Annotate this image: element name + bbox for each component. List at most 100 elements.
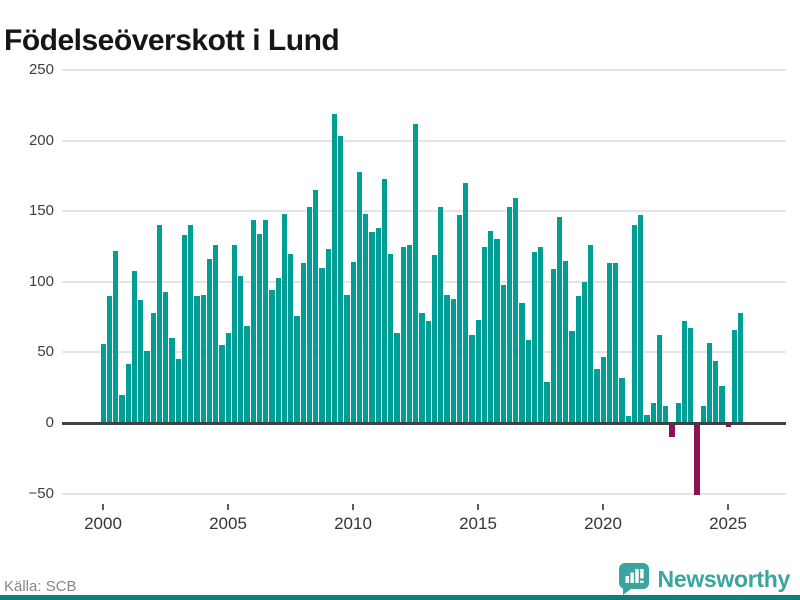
bar-2007q2 <box>281 214 288 423</box>
bar-2014q3 <box>463 182 469 423</box>
newsworthy-bubble-chart-icon <box>618 562 650 596</box>
bar-2021q3 <box>638 215 644 423</box>
gridline <box>62 492 786 495</box>
bar-2018q3 <box>563 260 569 423</box>
bar-2000q3 <box>113 250 119 423</box>
bar-2002q4 <box>169 338 175 423</box>
bar-2012q3 <box>413 123 419 423</box>
x-axis-tick-label: 2020 <box>584 514 622 533</box>
bar-2025q2 <box>731 329 738 423</box>
bar-2019q4 <box>594 369 600 423</box>
y-axis-tick-label: 50 <box>37 343 54 361</box>
bar-2018q1 <box>550 269 556 423</box>
gridline <box>62 210 786 213</box>
bar-2016q2 <box>506 206 513 423</box>
bar-2007q4 <box>294 315 300 423</box>
bar-2004q4 <box>219 345 225 423</box>
bar-2023q4 <box>694 424 700 495</box>
gridline <box>62 280 786 283</box>
bar-2021q1 <box>625 415 631 423</box>
bar-2003q1 <box>175 359 181 423</box>
x-axis-tick-label: 2000 <box>84 514 122 533</box>
x-axis-tick <box>227 504 229 510</box>
bar-2018q2 <box>556 216 563 423</box>
bar-2010q3 <box>363 214 369 423</box>
bar-2017q3 <box>538 246 544 423</box>
y-axis-tick-label: −50 <box>28 484 54 502</box>
bar-2000q2 <box>106 295 113 423</box>
bar-2014q4 <box>469 335 475 423</box>
bar-2006q2 <box>256 233 263 423</box>
y-axis-tick-label: 200 <box>28 131 54 149</box>
gridline <box>62 139 786 142</box>
bar-2022q1 <box>650 403 656 423</box>
bar-2014q2 <box>456 215 463 423</box>
gridline <box>62 69 786 71</box>
bar-2008q1 <box>300 263 306 423</box>
bar-2024q3 <box>713 360 719 423</box>
bar-2024q4 <box>719 386 725 423</box>
bar-2008q3 <box>313 190 319 423</box>
bar-2006q4 <box>269 290 275 423</box>
bar-2015q1 <box>475 319 481 423</box>
bar-2020q3 <box>613 263 619 423</box>
bar-2020q4 <box>619 377 625 423</box>
bar-2016q4 <box>519 302 525 423</box>
bar-2002q1 <box>150 312 156 423</box>
bar-2000q4 <box>119 394 125 423</box>
y-axis-tick-label: 150 <box>28 202 54 220</box>
bar-2025q1 <box>725 424 731 427</box>
bar-2004q1 <box>200 294 206 423</box>
bar-2009q1 <box>325 249 331 423</box>
bar-2011q1 <box>375 228 381 423</box>
bar-2013q3 <box>438 206 444 423</box>
bar-2008q2 <box>306 206 313 423</box>
bar-2008q4 <box>319 267 325 423</box>
bar-2005q4 <box>244 325 250 423</box>
bar-2016q3 <box>513 198 519 423</box>
bar-2017q1 <box>525 339 531 423</box>
bar-2013q4 <box>444 294 450 423</box>
bar-2001q1 <box>125 363 131 423</box>
footer-accent-strip <box>0 595 800 600</box>
bar-2015q2 <box>481 246 488 423</box>
bar-2017q4 <box>544 382 550 423</box>
bar-2021q4 <box>644 414 650 423</box>
bar-2003q3 <box>188 225 194 423</box>
bar-2011q4 <box>394 332 400 423</box>
y-axis-tick-label: 0 <box>45 414 54 431</box>
x-axis-tick <box>477 504 479 510</box>
bar-2022q4 <box>669 424 675 437</box>
bar-2013q1 <box>425 321 431 423</box>
bar-2004q3 <box>213 245 219 423</box>
bar-2012q4 <box>419 312 425 423</box>
bar-2017q2 <box>531 252 538 423</box>
bar-2023q1 <box>675 403 681 423</box>
bar-2023q3 <box>688 328 694 423</box>
bar-2006q3 <box>263 219 269 423</box>
bar-2025q3 <box>738 312 744 423</box>
bar-2010q1 <box>350 262 356 423</box>
bar-2009q3 <box>338 136 344 423</box>
bar-2019q3 <box>588 245 594 423</box>
y-axis-tick-label: 100 <box>28 272 54 290</box>
bar-2013q2 <box>431 254 438 423</box>
bar-2016q1 <box>500 284 506 423</box>
bar-2005q3 <box>238 276 244 423</box>
x-axis-tick <box>352 504 354 510</box>
bar-2006q1 <box>250 219 256 423</box>
bar-2007q1 <box>275 277 281 423</box>
zero-axis-line <box>62 422 786 425</box>
x-axis-tick <box>602 504 604 510</box>
bar-2019q1 <box>575 295 581 423</box>
newsworthy-logo-text: Newsworthy <box>657 565 791 592</box>
bar-2000q1 <box>100 343 106 423</box>
newsworthy-logo[interactable]: Newsworthy <box>618 560 790 598</box>
bar-2009q4 <box>344 294 350 423</box>
bar-2018q4 <box>569 331 575 423</box>
bar-2022q2 <box>656 335 663 423</box>
x-axis-tick <box>727 504 729 510</box>
bar-2003q4 <box>194 295 200 423</box>
x-axis-tick-label: 2010 <box>334 514 372 533</box>
